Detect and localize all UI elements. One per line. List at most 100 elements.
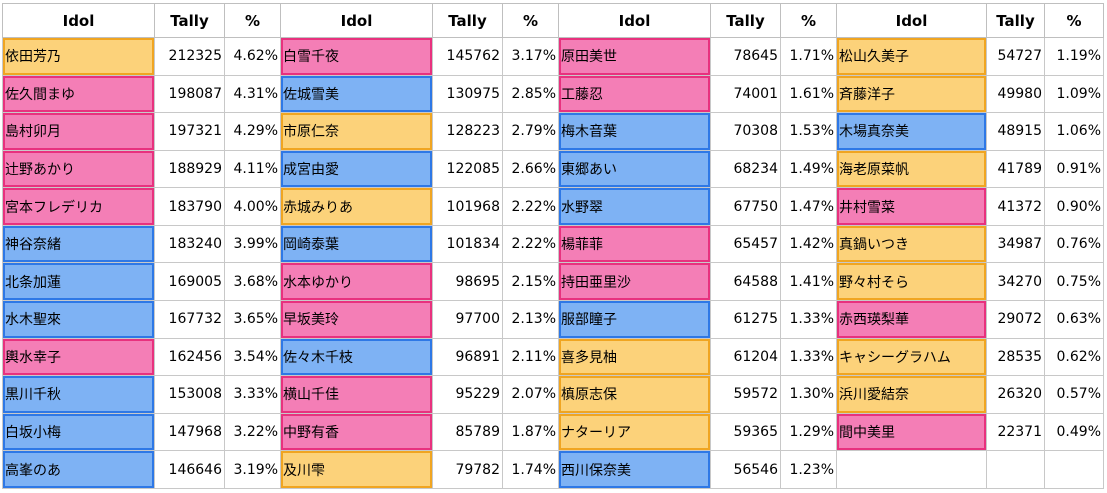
idol-name-cell: 辻野あかり bbox=[2, 149, 155, 189]
header-pct: % bbox=[1044, 3, 1104, 38]
table-row: 辻野あかり 188929 4.11% 成宮由愛 122085 2.66% 東郷あい 68234… bbox=[2, 149, 1104, 189]
idol-name-cell: 佐久間まゆ bbox=[2, 74, 155, 114]
percent-cell: 2.11% bbox=[502, 337, 559, 377]
percent-cell: 2.22% bbox=[502, 224, 559, 264]
percent-cell: 2.22% bbox=[502, 187, 559, 226]
header-tally: Tally bbox=[154, 3, 225, 38]
tally-cell: 198087 bbox=[154, 74, 225, 114]
idol-name-cell: 宮本フレデリカ bbox=[2, 187, 155, 226]
idol-name-cell: 神谷奈緒 bbox=[2, 224, 155, 264]
percent-cell: 3.65% bbox=[224, 300, 281, 339]
table-row: 高峯のあ 146646 3.19% 及川雫 79782 1.74% 西川保奈美 56546 1.… bbox=[2, 450, 1104, 489]
percent-cell: 2.15% bbox=[502, 262, 559, 302]
tally-cell: 41372 bbox=[986, 187, 1045, 226]
table-row: 北条加蓮 169005 3.68% 水本ゆかり 98695 2.15% 持田亜里沙 64588… bbox=[2, 262, 1104, 302]
header-tally: Tally bbox=[710, 3, 781, 38]
percent-cell: 3.68% bbox=[224, 262, 281, 302]
idol-name-cell: 佐々木千枝 bbox=[280, 337, 433, 377]
tally-cell: 70308 bbox=[710, 112, 781, 151]
idol-name-cell: 赤城みりあ bbox=[280, 187, 433, 226]
idol-name-cell: 浜川愛結奈 bbox=[836, 375, 987, 414]
idol-name-cell: 東郷あい bbox=[558, 149, 711, 189]
idol-name-cell: 西川保奈美 bbox=[558, 450, 711, 489]
percent-cell: 1.42% bbox=[780, 224, 837, 264]
percent-cell: 1.09% bbox=[1044, 74, 1104, 114]
idol-name-cell: 依田芳乃 bbox=[2, 37, 155, 76]
tally-cell: 59572 bbox=[710, 375, 781, 414]
table-row: 白坂小梅 147968 3.22% 中野有香 85789 1.87% ナターリア 59365 1… bbox=[2, 412, 1104, 452]
tally-cell: 162456 bbox=[154, 337, 225, 377]
tally-cell: 145762 bbox=[432, 37, 503, 76]
tally-cell: 146646 bbox=[154, 450, 225, 489]
tally-cell: 97700 bbox=[432, 300, 503, 339]
idol-name-cell bbox=[836, 450, 987, 489]
tally-cell: 61275 bbox=[710, 300, 781, 339]
idol-name-cell: 白雪千夜 bbox=[280, 37, 433, 76]
tally-cell: 183240 bbox=[154, 224, 225, 264]
tally-cell: 78645 bbox=[710, 37, 781, 76]
idol-name-cell: 島村卯月 bbox=[2, 112, 155, 151]
tally-cell: 68234 bbox=[710, 149, 781, 189]
percent-cell: 0.90% bbox=[1044, 187, 1104, 226]
table-row: 水木聖來 167732 3.65% 早坂美玲 97700 2.13% 服部瞳子 61275 1.… bbox=[2, 300, 1104, 339]
tally-cell: 147968 bbox=[154, 412, 225, 452]
tally-cell: 183790 bbox=[154, 187, 225, 226]
percent-cell: 2.13% bbox=[502, 300, 559, 339]
percent-cell: 3.33% bbox=[224, 375, 281, 414]
idol-name-cell: 早坂美玲 bbox=[280, 300, 433, 339]
table-body: 依田芳乃 212325 4.62% 白雪千夜 145762 3.17% 原田美世 78645 1… bbox=[2, 37, 1104, 489]
percent-cell: 0.49% bbox=[1044, 412, 1104, 452]
idol-tally-table: Idol Tally % Idol Tally % Idol Tally % I… bbox=[2, 3, 1104, 489]
percent-cell: 1.41% bbox=[780, 262, 837, 302]
tally-cell: 167732 bbox=[154, 300, 225, 339]
percent-cell: 1.61% bbox=[780, 74, 837, 114]
idol-name-cell: 及川雫 bbox=[280, 450, 433, 489]
tally-cell: 95229 bbox=[432, 375, 503, 414]
tally-cell: 26320 bbox=[986, 375, 1045, 414]
percent-cell: 0.62% bbox=[1044, 337, 1104, 377]
idol-name-cell: 槙原志保 bbox=[558, 375, 711, 414]
tally-cell: 29072 bbox=[986, 300, 1045, 339]
percent-cell: 3.54% bbox=[224, 337, 281, 377]
tally-cell: 128223 bbox=[432, 112, 503, 151]
percent-cell: 4.11% bbox=[224, 149, 281, 189]
idol-name-cell: キャシーグラハム bbox=[836, 337, 987, 377]
percent-cell: 3.22% bbox=[224, 412, 281, 452]
percent-cell: 1.47% bbox=[780, 187, 837, 226]
idol-name-cell: 佐城雪美 bbox=[280, 74, 433, 114]
table-row: 宮本フレデリカ 183790 4.00% 赤城みりあ 101968 2.22% 水野翠 677… bbox=[2, 187, 1104, 226]
idol-name-cell: 原田美世 bbox=[558, 37, 711, 76]
idol-name-cell: 工藤忍 bbox=[558, 74, 711, 114]
idol-name-cell: ナターリア bbox=[558, 412, 711, 452]
tally-cell: 67750 bbox=[710, 187, 781, 226]
tally-cell: 48915 bbox=[986, 112, 1045, 151]
tally-cell: 212325 bbox=[154, 37, 225, 76]
idol-name-cell: 真鍋いつき bbox=[836, 224, 987, 264]
percent-cell: 4.62% bbox=[224, 37, 281, 76]
table-row: 佐久間まゆ 198087 4.31% 佐城雪美 130975 2.85% 工藤忍 74001 1… bbox=[2, 74, 1104, 114]
tally-cell: 101968 bbox=[432, 187, 503, 226]
idol-name-cell: 赤西瑛梨華 bbox=[836, 300, 987, 339]
idol-name-cell: 市原仁奈 bbox=[280, 112, 433, 151]
percent-cell: 1.19% bbox=[1044, 37, 1104, 76]
percent-cell: 3.19% bbox=[224, 450, 281, 489]
idol-name-cell: 水木聖來 bbox=[2, 300, 155, 339]
percent-cell: 0.57% bbox=[1044, 375, 1104, 414]
tally-cell: 41789 bbox=[986, 149, 1045, 189]
percent-cell: 4.31% bbox=[224, 74, 281, 114]
header-tally: Tally bbox=[986, 3, 1045, 38]
idol-name-cell: 白坂小梅 bbox=[2, 412, 155, 452]
header-row: Idol Tally % Idol Tally % Idol Tally % I… bbox=[2, 3, 1104, 38]
idol-name-cell: 横山千佳 bbox=[280, 375, 433, 414]
table-row: 依田芳乃 212325 4.62% 白雪千夜 145762 3.17% 原田美世 78645 1… bbox=[2, 37, 1104, 76]
tally-cell: 28535 bbox=[986, 337, 1045, 377]
idol-name-cell: 梅木音葉 bbox=[558, 112, 711, 151]
header-idol: Idol bbox=[836, 3, 987, 38]
percent-cell: 2.85% bbox=[502, 74, 559, 114]
percent-cell: 4.00% bbox=[224, 187, 281, 226]
percent-cell: 0.91% bbox=[1044, 149, 1104, 189]
percent-cell: 1.71% bbox=[780, 37, 837, 76]
percent-cell: 0.63% bbox=[1044, 300, 1104, 339]
header-idol: Idol bbox=[558, 3, 711, 38]
idol-name-cell: 輿水幸子 bbox=[2, 337, 155, 377]
